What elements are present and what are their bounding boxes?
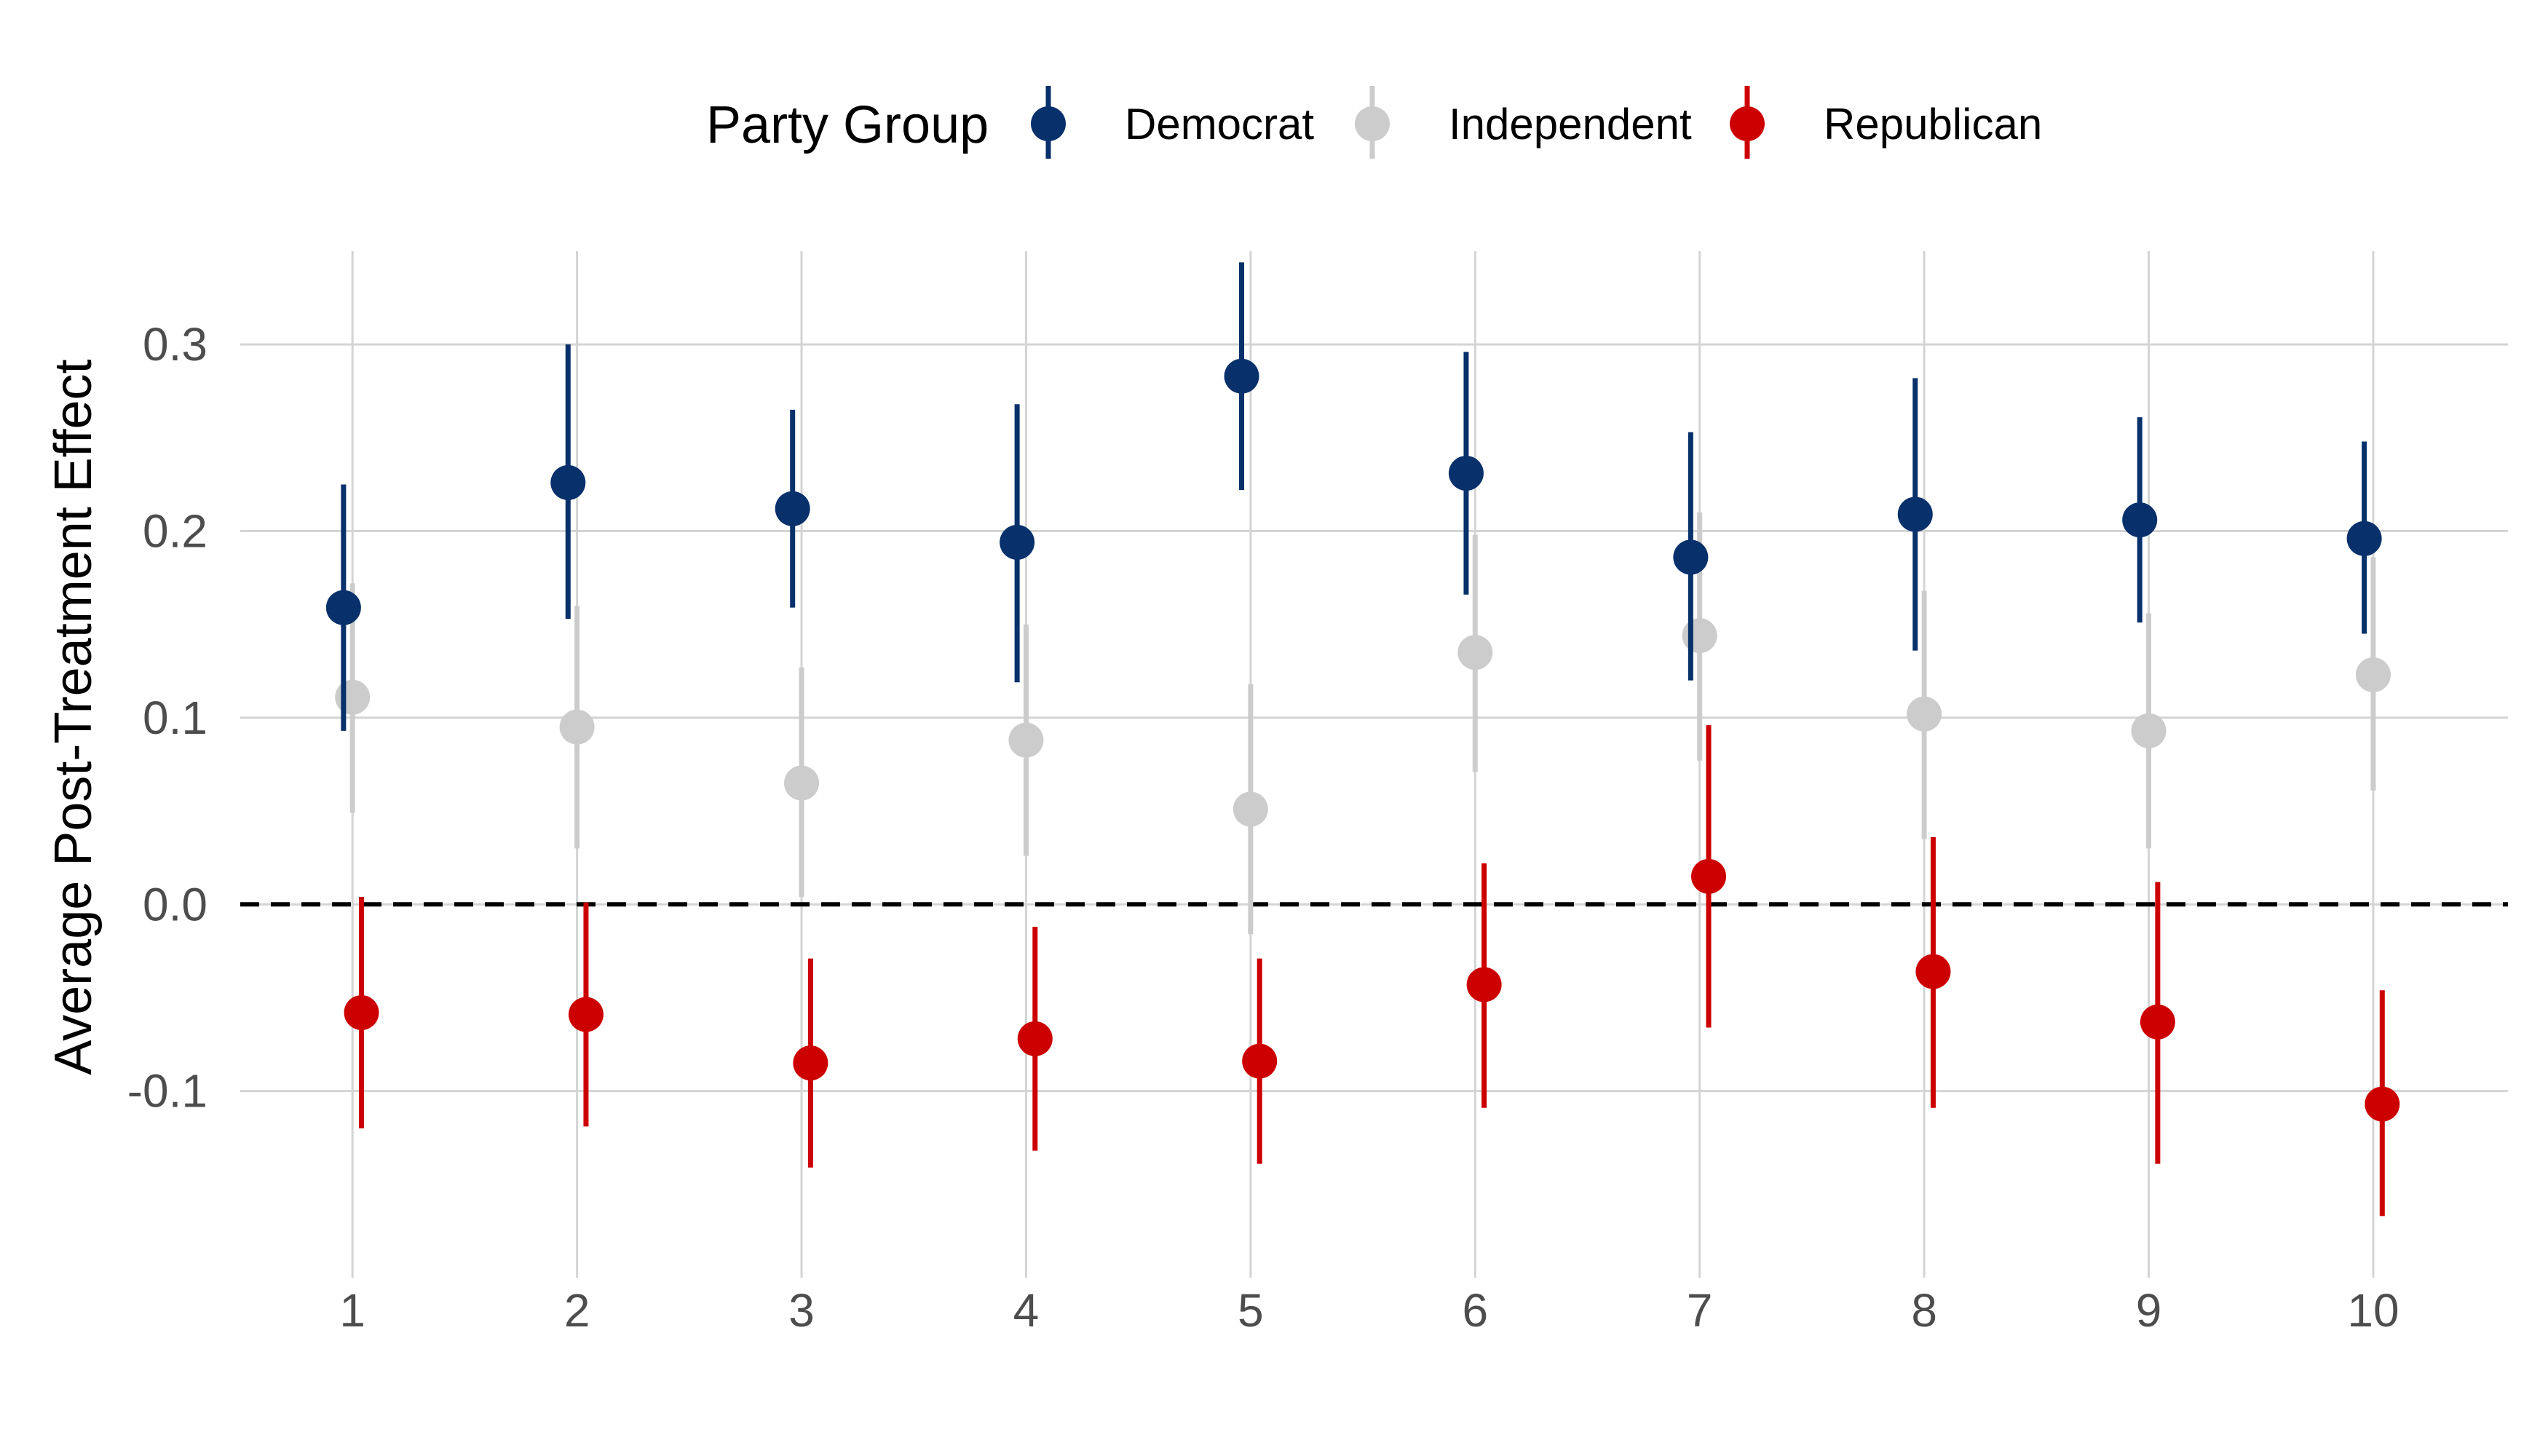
democrat-point: [1673, 539, 1709, 575]
x-tick-label: 10: [2347, 1284, 2399, 1337]
legend-title: Party Group: [706, 96, 989, 154]
x-tick-label: 4: [1013, 1284, 1040, 1337]
x-tick-label: 5: [1238, 1284, 1264, 1337]
legend: Party Group Democrat Independent Republica…: [706, 86, 2042, 159]
democrat-point: [1897, 496, 1933, 532]
series-layer: [325, 262, 2400, 1216]
independent-point: [1682, 618, 1717, 654]
republican-point: [568, 997, 604, 1032]
y-axis-title: Average Post-Treatment Effect: [44, 359, 103, 1075]
republican-point: [793, 1045, 828, 1081]
legend-key-point: [1355, 106, 1390, 141]
independent-point: [1907, 696, 1942, 732]
x-tick-label: 2: [564, 1284, 590, 1337]
legend-label: Independent: [1449, 100, 1692, 149]
republican-point: [344, 994, 379, 1030]
legend-item-republican: Republican: [1730, 86, 2042, 159]
democrat-point: [1448, 456, 1484, 491]
legend-key-point: [1031, 106, 1066, 141]
republican-point: [1242, 1043, 1278, 1079]
independent-point: [559, 709, 595, 745]
independent-point: [335, 679, 371, 715]
series-independent: [335, 512, 2391, 935]
independent-point: [1008, 722, 1044, 758]
democrat-point: [1000, 524, 1035, 560]
republican-point: [2365, 1086, 2400, 1122]
y-tick-label: 0.0: [143, 878, 207, 930]
legend-label: Democrat: [1125, 100, 1314, 149]
democrat-point: [1224, 358, 1259, 394]
x-tick-label: 7: [1687, 1284, 1713, 1337]
independent-point: [1457, 635, 1493, 670]
democrat-point: [2122, 502, 2158, 538]
legend-key-point: [1730, 106, 1765, 141]
democrat-point: [2346, 521, 2382, 556]
independent-point: [784, 765, 820, 801]
y-tick-label: -0.1: [127, 1065, 207, 1117]
grid-layer: [240, 251, 2508, 1278]
x-tick-label: 3: [788, 1284, 815, 1337]
independent-point: [1233, 791, 1268, 827]
series-republican: [344, 725, 2400, 1216]
legend-item-democrat: Democrat: [1031, 86, 1314, 159]
republican-point: [1915, 954, 1951, 989]
democrat-point: [550, 464, 586, 500]
republican-point: [1017, 1021, 1053, 1056]
x-tick-label: 9: [2136, 1284, 2162, 1337]
independent-point: [2131, 713, 2167, 748]
y-tick-label: 0.2: [143, 505, 207, 558]
independent-point: [2355, 657, 2391, 692]
republican-point: [2140, 1004, 2175, 1040]
democrat-point: [325, 590, 361, 625]
legend-item-independent: Independent: [1355, 86, 1692, 159]
y-tick-label: 0.3: [143, 318, 207, 371]
x-tick-label: 8: [1911, 1284, 1937, 1337]
legend-label: Republican: [1824, 100, 2042, 149]
y-tick-label: 0.1: [143, 692, 207, 744]
republican-point: [1466, 967, 1502, 1002]
axis-layer: Average Post-Treatment Effect -0.1 0.0 0.1…: [44, 318, 2399, 1337]
x-tick-label: 6: [1462, 1284, 1488, 1337]
series-democrat: [325, 262, 2382, 731]
democrat-point: [775, 491, 810, 526]
x-tick-label: 1: [339, 1284, 365, 1337]
republican-point: [1691, 858, 1727, 894]
